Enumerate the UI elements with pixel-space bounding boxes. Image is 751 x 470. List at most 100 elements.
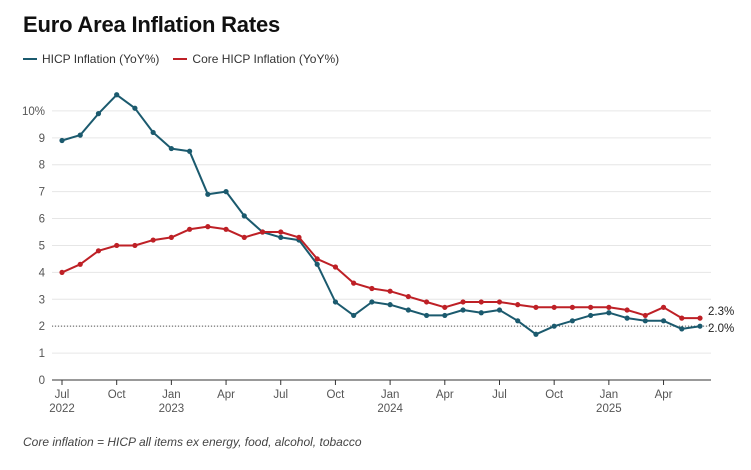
- legend-item-hicp: HICP Inflation (YoY%): [23, 52, 159, 66]
- x-tick-year-2022: 2022: [49, 403, 75, 415]
- data-point-hicp-2023-05: [241, 213, 247, 219]
- x-tick-label-jan-6: Jan: [162, 389, 181, 401]
- legend-swatch-core: [173, 58, 188, 60]
- data-point-core-2024-03: [423, 299, 430, 305]
- x-tick-label-jul-12: Jul: [273, 389, 288, 401]
- x-tick-label-jan-30: Jan: [600, 389, 619, 401]
- x-tick-label-oct-27: Oct: [545, 389, 564, 401]
- data-point-core-2023-11: [351, 280, 357, 286]
- data-point-core-2025-04: [660, 304, 667, 310]
- y-tick-label-3: 3: [39, 294, 45, 306]
- data-point-hicp-2023-01: [168, 145, 174, 152]
- y-tick-label-9: 9: [39, 133, 45, 145]
- data-point-core-2023-07: [278, 229, 284, 235]
- data-point-core-2022-09: [95, 248, 102, 254]
- data-point-hicp-2022-07: [59, 137, 65, 144]
- legend-item-core: Core HICP Inflation (YoY%): [173, 52, 339, 66]
- data-point-hicp-2024-01: [387, 302, 393, 308]
- data-point-hicp-2022-08: [77, 132, 83, 138]
- data-point-hicp-2024-05: [460, 307, 466, 313]
- data-point-hicp-2023-07: [278, 234, 284, 240]
- data-point-hicp-2022-10: [114, 92, 120, 98]
- end-label-hicp: 2.0%: [708, 323, 734, 335]
- data-point-hicp-2023-02: [187, 148, 193, 154]
- end-label-core: 2.3%: [708, 306, 734, 318]
- data-point-hicp-2023-03: [205, 191, 211, 197]
- y-tick-label-4: 4: [39, 267, 46, 279]
- data-point-hicp-2025-06: [697, 323, 703, 329]
- series-line-hicp: [61, 93, 701, 336]
- data-point-hicp-2022-09: [95, 111, 102, 117]
- data-point-hicp-2022-12: [150, 129, 156, 136]
- data-point-core-2022-08: [77, 261, 83, 267]
- data-point-core-2024-08: [515, 302, 521, 308]
- data-point-core-2023-08: [296, 234, 302, 240]
- data-point-hicp-2024-11: [569, 318, 576, 324]
- data-point-hicp-2025-04: [660, 318, 667, 324]
- data-point-hicp-2024-08: [515, 318, 521, 324]
- data-point-core-2023-12: [369, 285, 375, 292]
- data-point-core-2023-05: [241, 234, 247, 240]
- data-point-core-2023-01: [168, 234, 174, 240]
- data-point-hicp-2024-02: [405, 307, 411, 313]
- x-tick-label-jan-18: Jan: [381, 389, 400, 401]
- data-point-core-2022-11: [132, 242, 138, 249]
- x-tick-year-2024: 2024: [377, 403, 403, 415]
- data-point-hicp-2025-05: [679, 326, 685, 332]
- data-point-core-2025-05: [679, 315, 685, 321]
- x-tick-label-jul-24: Jul: [492, 389, 507, 401]
- data-point-hicp-2023-04: [223, 189, 229, 195]
- data-point-hicp-2022-11: [132, 105, 138, 111]
- data-point-hicp-2023-10: [332, 299, 339, 305]
- x-tick-label-oct-15: Oct: [326, 389, 345, 401]
- y-tick-label-2: 2: [39, 321, 45, 333]
- x-tick-year-2023: 2023: [159, 403, 185, 415]
- data-point-core-2025-03: [642, 312, 648, 319]
- data-point-core-2023-09: [314, 256, 320, 262]
- data-point-core-2023-04: [223, 226, 229, 232]
- data-point-hicp-2024-06: [478, 310, 484, 316]
- data-point-core-2024-10: [551, 304, 557, 310]
- data-point-core-2025-01: [606, 304, 612, 310]
- y-tick-label-0: 0: [39, 375, 45, 387]
- y-tick-label-6: 6: [39, 214, 45, 226]
- data-point-core-2025-02: [624, 307, 630, 313]
- x-tick-label-oct-3: Oct: [108, 389, 127, 401]
- data-point-core-2023-03: [205, 224, 211, 230]
- data-point-core-2024-02: [405, 293, 411, 300]
- data-point-core-2023-02: [187, 226, 193, 232]
- data-point-core-2024-05: [460, 299, 466, 305]
- legend-label-hicp: HICP Inflation (YoY%): [42, 52, 160, 66]
- series-line-core: [61, 225, 701, 320]
- data-point-hicp-2024-03: [423, 312, 430, 319]
- data-point-hicp-2024-04: [442, 312, 448, 319]
- data-point-core-2024-06: [478, 299, 484, 305]
- data-point-hicp-2024-09: [533, 331, 539, 337]
- legend: HICP Inflation (YoY%) Core HICP Inflatio…: [23, 52, 353, 66]
- data-point-hicp-2023-12: [369, 299, 375, 305]
- data-point-core-2024-07: [496, 299, 503, 305]
- chart-title: Euro Area Inflation Rates: [23, 12, 281, 37]
- data-point-core-2023-10: [332, 264, 339, 270]
- data-point-core-2025-06: [697, 315, 703, 321]
- data-point-core-2024-01: [387, 288, 393, 294]
- data-point-hicp-2023-11: [351, 312, 357, 319]
- data-point-core-2024-11: [569, 304, 576, 310]
- data-point-core-2022-07: [59, 269, 65, 275]
- y-tick-label-5: 5: [39, 240, 45, 252]
- data-point-hicp-2025-01: [606, 310, 612, 316]
- x-tick-label-apr-9: Apr: [217, 389, 235, 401]
- data-point-core-2022-10: [114, 242, 120, 249]
- data-point-core-2022-12: [150, 237, 156, 243]
- data-point-hicp-2025-02: [624, 315, 630, 321]
- legend-label-core: Core HICP Inflation (YoY%): [192, 52, 340, 66]
- y-tick-label-8: 8: [39, 160, 45, 172]
- legend-swatch-hicp: [23, 58, 37, 60]
- data-point-core-2024-09: [533, 304, 539, 310]
- data-point-core-2024-12: [588, 304, 594, 310]
- data-point-hicp-2025-03: [642, 318, 648, 324]
- data-point-hicp-2024-10: [551, 323, 557, 329]
- y-tick-label-1: 1: [39, 348, 45, 360]
- data-point-hicp-2024-12: [588, 312, 594, 319]
